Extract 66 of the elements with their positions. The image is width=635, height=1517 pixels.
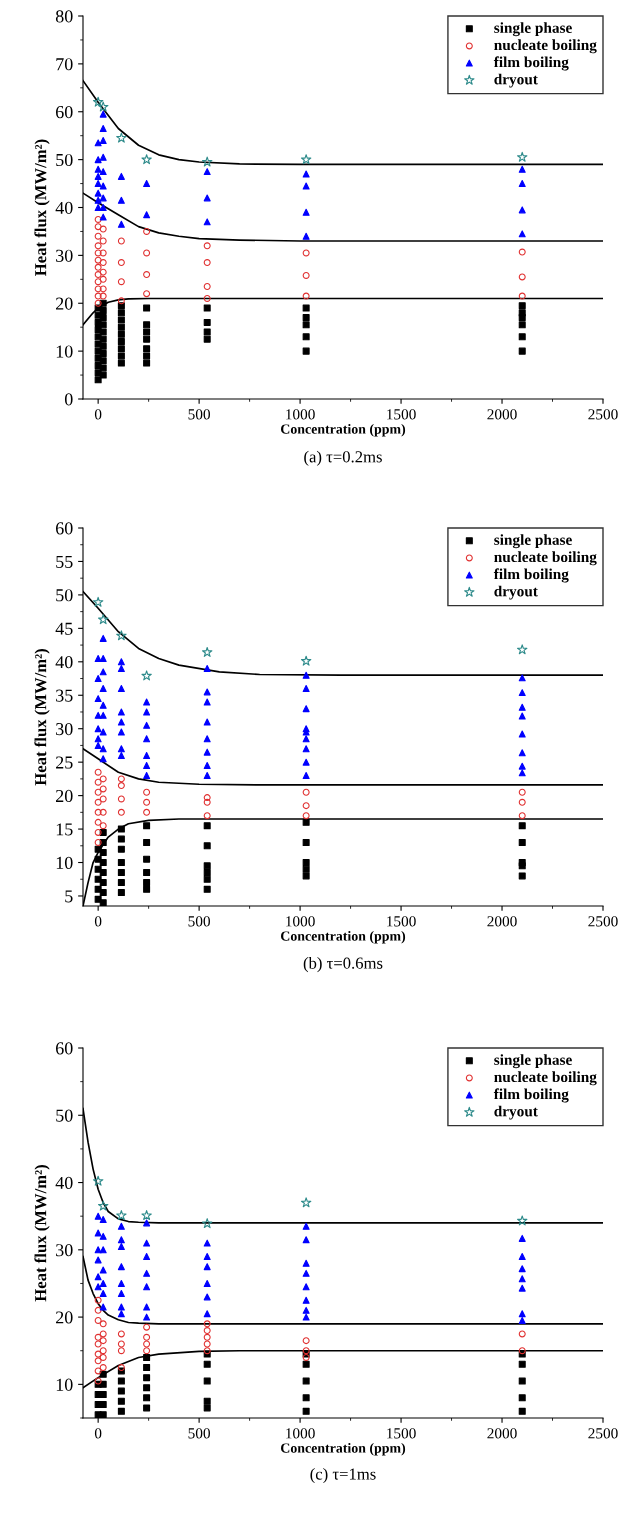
legend-label: film boiling: [493, 568, 569, 583]
y-axis-title: Heat flux (MW/m²): [34, 139, 50, 276]
y-tick-label: 50: [56, 1109, 73, 1122]
x-tick-label: 1000: [286, 409, 315, 420]
y-tick-label: 40: [55, 201, 73, 214]
legend-label: dryout: [494, 585, 538, 600]
x-tick-label: 2000: [487, 916, 517, 927]
x-tick-label: 500: [188, 916, 210, 927]
x-tick-label: 0: [94, 409, 102, 420]
legend-label: dryout: [494, 1105, 538, 1120]
x-tick-label: 0: [94, 916, 102, 927]
y-tick-label: 40: [55, 656, 73, 669]
x-tick-label: 2000: [487, 1428, 517, 1439]
x-axis-title: Concentration (ppm): [280, 1442, 406, 1456]
legend-label: single phase: [494, 534, 572, 549]
x-tick-label: 1500: [387, 1428, 416, 1439]
y-tick-label: 40: [55, 1176, 73, 1189]
y-tick-label: 70: [56, 58, 73, 71]
x-tick-label: 2500: [588, 1428, 618, 1439]
y-tick-label: 0: [64, 393, 73, 406]
y-tick-label: 10: [56, 345, 73, 358]
legend-label: nucleate boiling: [494, 1071, 597, 1086]
x-tick-label: 0: [94, 1428, 102, 1439]
y-tick-label: 5: [65, 890, 73, 903]
legend-label: nucleate boiling: [494, 551, 597, 566]
legend-label: dryout: [494, 73, 538, 88]
x-tick-label: 1000: [286, 916, 315, 927]
y-tick-label: 20: [56, 1311, 73, 1324]
x-tick-label: 1500: [387, 409, 416, 420]
x-axis-title: Concentration (ppm): [280, 930, 406, 944]
legend-label: single phase: [494, 22, 572, 37]
y-tick-label: 20: [56, 789, 73, 803]
y-tick-label: 20: [56, 297, 73, 310]
y-tick-label: 10: [56, 856, 73, 869]
text: (c) τ=1ms: [310, 1467, 376, 1484]
y-tick-label: 55: [56, 555, 73, 568]
y-tick-label: 60: [56, 1042, 73, 1055]
y-tick-label: 30: [56, 1244, 73, 1257]
y-axis-title: Heat flux (MW/m²): [34, 1165, 50, 1302]
y-tick-label: 35: [56, 689, 73, 702]
y-tick-label: 50: [56, 589, 73, 602]
x-tick-label: 500: [188, 409, 210, 420]
y-tick-label: 30: [56, 249, 73, 262]
y-tick-label: 30: [56, 722, 73, 736]
y-tick-label: 80: [55, 10, 73, 23]
y-tick-label: 45: [55, 622, 73, 635]
y-tick-label: 15: [56, 823, 73, 836]
y-tick-label: 60: [56, 106, 73, 119]
x-axis-title: Concentration (ppm): [280, 423, 406, 437]
legend-label: film boiling: [493, 56, 569, 71]
x-tick-label: 2500: [588, 409, 618, 420]
y-tick-label: 25: [56, 756, 73, 769]
y-axis-title: Heat flux (MW/m²): [34, 649, 50, 786]
x-tick-label: 1000: [286, 1428, 315, 1439]
x-tick-label: 2000: [487, 409, 517, 420]
y-tick-label: 10: [56, 1378, 73, 1391]
x-tick-label: 2500: [588, 916, 618, 927]
legend-label: single phase: [494, 1054, 572, 1069]
y-tick-label: 60: [56, 522, 73, 535]
legend-label: film boiling: [493, 1088, 569, 1103]
x-tick-label: 500: [188, 1428, 210, 1439]
x-tick-label: 1500: [387, 916, 416, 927]
legend-label: nucleate boiling: [494, 39, 597, 54]
text: (b) τ=0.6ms: [303, 957, 383, 973]
text: (a) τ=0.2ms: [304, 450, 382, 466]
y-tick-label: 50: [56, 153, 73, 167]
